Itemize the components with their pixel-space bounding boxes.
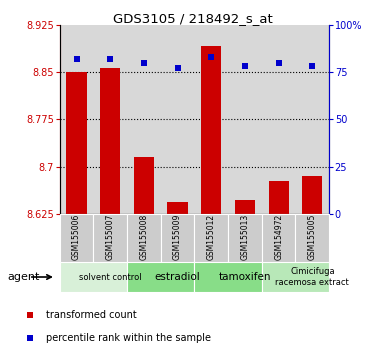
Text: GSM155013: GSM155013 — [241, 214, 249, 260]
Bar — [194, 262, 262, 292]
Text: agent: agent — [8, 272, 40, 282]
Bar — [134, 158, 154, 214]
Bar — [127, 214, 161, 262]
Bar — [66, 72, 87, 214]
Text: GSM155009: GSM155009 — [173, 214, 182, 260]
Text: GDS3105 / 218492_s_at: GDS3105 / 218492_s_at — [113, 12, 272, 25]
Bar — [167, 201, 188, 214]
Text: tamoxifen: tamoxifen — [219, 272, 271, 282]
Text: GSM155012: GSM155012 — [207, 214, 216, 260]
Text: transformed count: transformed count — [46, 310, 137, 320]
Text: GSM155007: GSM155007 — [106, 214, 115, 260]
Text: solvent control: solvent control — [79, 273, 142, 281]
Bar — [93, 214, 127, 262]
Bar — [60, 214, 93, 262]
Text: GSM154972: GSM154972 — [274, 214, 283, 260]
Bar — [296, 214, 329, 262]
Text: GSM155006: GSM155006 — [72, 214, 81, 260]
Bar — [127, 262, 194, 292]
Bar — [228, 214, 262, 262]
Bar — [194, 214, 228, 262]
Bar — [262, 214, 296, 262]
Bar — [60, 262, 127, 292]
Text: Cimicifuga
racemosa extract: Cimicifuga racemosa extract — [275, 267, 349, 287]
Bar — [269, 181, 289, 214]
Bar — [201, 46, 221, 214]
Text: GSM155005: GSM155005 — [308, 214, 317, 260]
Bar — [302, 176, 323, 214]
Text: GSM155008: GSM155008 — [139, 214, 148, 260]
Bar — [235, 200, 255, 214]
Bar — [100, 68, 120, 214]
Bar — [262, 262, 329, 292]
Bar — [161, 214, 194, 262]
Text: percentile rank within the sample: percentile rank within the sample — [46, 333, 211, 343]
Text: estradiol: estradiol — [155, 272, 201, 282]
